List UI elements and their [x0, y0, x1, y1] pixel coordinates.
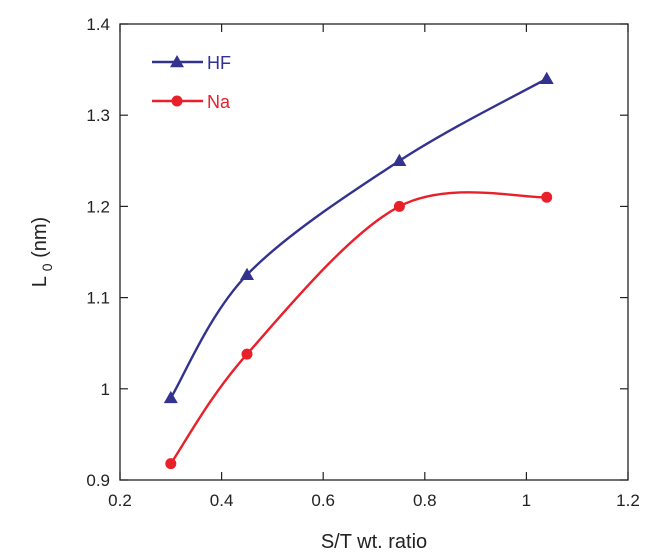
series-layer — [163, 71, 554, 470]
series-line-na — [169, 191, 547, 465]
x-tick-label: 0.6 — [311, 491, 335, 510]
series-line-hf — [169, 77, 548, 399]
legend-label-hf: HF — [207, 53, 231, 73]
y-tick-label: 1.3 — [86, 106, 110, 125]
series-na — [165, 191, 553, 470]
axis-ticks: 0.2 0.4 0.6 0.8 1 1.2 0.9 1 1.1 1.2 1.3 1.4 — [86, 15, 639, 510]
x-axis-title: S/T wt. ratio — [321, 531, 427, 553]
data-point-na — [165, 458, 177, 470]
y-axis-title-main: L — [29, 276, 51, 287]
data-point-na — [393, 200, 405, 212]
y-axis-title-subscript: 0 — [39, 263, 55, 271]
x-tick-label: 0.2 — [108, 491, 132, 510]
plot-area — [119, 23, 629, 481]
data-point-hf — [392, 153, 407, 167]
y-tick-label: 1 — [101, 380, 110, 399]
y-tick-label: 1.1 — [86, 289, 110, 308]
series-hf — [163, 71, 554, 404]
x-tick-label: 1 — [522, 491, 531, 510]
data-point-na — [241, 348, 253, 360]
x-tick-label: 1.2 — [616, 491, 640, 510]
y-axis-title: L 0 (nm) — [29, 217, 57, 287]
y-tick-label: 0.9 — [86, 471, 110, 490]
x-tick-label: 0.4 — [210, 491, 234, 510]
legend: HF Na — [152, 53, 231, 112]
y-axis-title-unit: (nm) — [29, 217, 51, 258]
legend-marker-hf — [170, 55, 184, 68]
data-point-hf — [539, 71, 554, 84]
data-point-hf — [163, 390, 178, 404]
y-tick-label: 1.2 — [86, 197, 110, 216]
y-tick-label: 1.4 — [86, 15, 110, 34]
plot-border — [119, 23, 629, 481]
legend-marker-na — [171, 95, 183, 107]
x-tick-label: 0.8 — [413, 491, 437, 510]
legend-label-na: Na — [207, 92, 231, 112]
data-point-na — [541, 191, 553, 203]
data-point-hf — [240, 267, 254, 281]
